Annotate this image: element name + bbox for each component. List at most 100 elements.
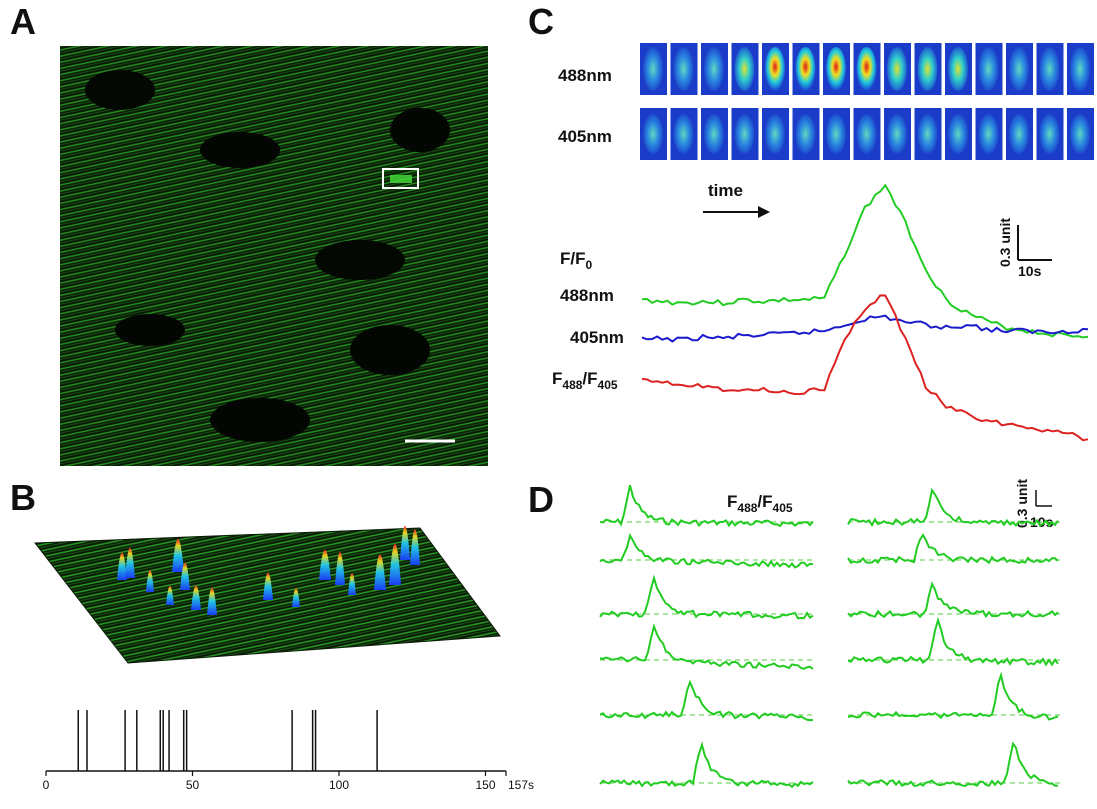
trace-d-11 xyxy=(847,741,1059,788)
frame-488-13 xyxy=(1039,47,1060,91)
frame-488-6 xyxy=(826,47,846,91)
frame-405-1 xyxy=(673,114,694,154)
ratio-d-sub2: 405 xyxy=(773,501,793,515)
trace-d-8 xyxy=(847,581,1059,619)
ratio-c-slash: /F xyxy=(582,369,597,388)
frame-405-13 xyxy=(1039,114,1060,154)
frame-488-3 xyxy=(734,47,755,91)
frame-488-4 xyxy=(765,47,785,91)
surface-plot xyxy=(34,525,501,664)
spark-peak-5 xyxy=(191,585,201,610)
row-label-405: 405nm xyxy=(558,127,612,146)
spark-peak-11 xyxy=(335,552,345,585)
panel-letter-a: A xyxy=(10,1,36,42)
spark-peak-6 xyxy=(207,587,217,615)
frame-405-8 xyxy=(887,114,907,154)
spark-peak-7 xyxy=(166,585,174,605)
panel-letter-c: C xyxy=(528,1,554,42)
frame-405-14 xyxy=(1070,114,1090,154)
spark-peak-14 xyxy=(389,543,401,585)
raster-tick-label-1: 50 xyxy=(186,778,200,792)
frame-405-7 xyxy=(856,114,877,154)
trace-label-f-sub: 0 xyxy=(586,258,593,272)
trace-label-f: F/F0 xyxy=(560,249,593,272)
raster-events xyxy=(77,710,378,771)
confocal-image xyxy=(60,46,488,466)
spark-peak-9 xyxy=(292,587,300,607)
frame-405-4 xyxy=(765,114,785,154)
spark-peak-4 xyxy=(180,562,190,590)
frame-488-9 xyxy=(917,47,938,91)
frame-405-5 xyxy=(795,114,816,154)
spark-peak-0 xyxy=(117,552,127,580)
spark-peak-3 xyxy=(172,539,184,572)
ratio-c-main: F xyxy=(552,369,562,388)
spark-peaks xyxy=(117,525,420,615)
raster-tick-label-3: 150 xyxy=(475,778,495,792)
raster-tick-label-2: 100 xyxy=(329,778,349,792)
traces-c xyxy=(641,183,1089,442)
trace-d-9 xyxy=(847,616,1059,667)
frame-405-12 xyxy=(1009,114,1029,154)
spark-peak-10 xyxy=(319,549,331,580)
frame-488-1 xyxy=(673,47,694,91)
scale-c-y-label: 0.3 unit xyxy=(997,218,1013,267)
trace-d-7 xyxy=(847,533,1059,565)
frames-405 xyxy=(640,108,1094,160)
frame-405-0 xyxy=(643,114,663,154)
trace-label-f-main: F/F xyxy=(560,249,586,268)
trace-d-1 xyxy=(599,532,814,569)
roi-highlight xyxy=(390,175,412,183)
frame-405-3 xyxy=(734,114,755,154)
trace-c-0 xyxy=(641,183,1089,339)
frame-405-2 xyxy=(704,114,724,154)
scale-c-x-label: 10s xyxy=(1018,263,1042,279)
frame-405-11 xyxy=(978,114,999,154)
raster-end-label: 157s xyxy=(508,778,534,792)
frame-488-0 xyxy=(643,47,663,91)
spark-peak-8 xyxy=(263,572,273,600)
trace-d-6 xyxy=(847,487,1059,528)
panel-letter-d: D xyxy=(528,479,554,520)
frame-405-9 xyxy=(917,114,938,154)
time-label: time xyxy=(708,181,743,200)
trace-d-5 xyxy=(599,741,814,789)
spark-peak-12 xyxy=(348,573,356,595)
trace-c-1 xyxy=(641,314,1089,343)
spark-peak-1 xyxy=(125,547,135,578)
spark-peak-2 xyxy=(146,570,154,592)
frames-488 xyxy=(640,43,1094,95)
frame-405-10 xyxy=(948,114,968,154)
trace-d-4 xyxy=(599,679,814,722)
trace-label-488: 488nm xyxy=(560,286,614,305)
trace-label-ratio-c: F488/F405 xyxy=(552,369,618,392)
frame-488-5 xyxy=(795,47,816,91)
spark-peak-13 xyxy=(374,554,386,590)
spark-peak-15 xyxy=(400,525,410,560)
ratio-d-slash: /F xyxy=(757,492,772,511)
raster-tick-label-0: 0 xyxy=(43,778,50,792)
spark-peak-16 xyxy=(410,529,420,565)
frame-488-10 xyxy=(948,47,968,91)
ratio-d-sub1: 488 xyxy=(737,501,757,515)
trace-label-405: 405nm xyxy=(570,328,624,347)
frame-488-7 xyxy=(856,47,877,91)
trace-d-2 xyxy=(599,574,814,620)
trace-d-0 xyxy=(599,484,814,528)
frame-488-8 xyxy=(887,47,907,91)
frame-488-2 xyxy=(704,47,724,91)
frame-488-12 xyxy=(1009,47,1029,91)
frame-488-14 xyxy=(1070,47,1090,91)
trace-d-10 xyxy=(847,671,1059,721)
ratio-c-sub2: 405 xyxy=(598,378,618,392)
frame-405-6 xyxy=(826,114,846,154)
frame-488-11 xyxy=(978,47,999,91)
traces-d xyxy=(599,484,1060,789)
trace-d-3 xyxy=(599,623,814,670)
panel-letter-b: B xyxy=(10,477,36,518)
row-label-488: 488nm xyxy=(558,66,612,85)
roi-box xyxy=(382,168,419,189)
trace-c-2 xyxy=(641,294,1089,442)
time-arrow-head xyxy=(758,206,770,218)
